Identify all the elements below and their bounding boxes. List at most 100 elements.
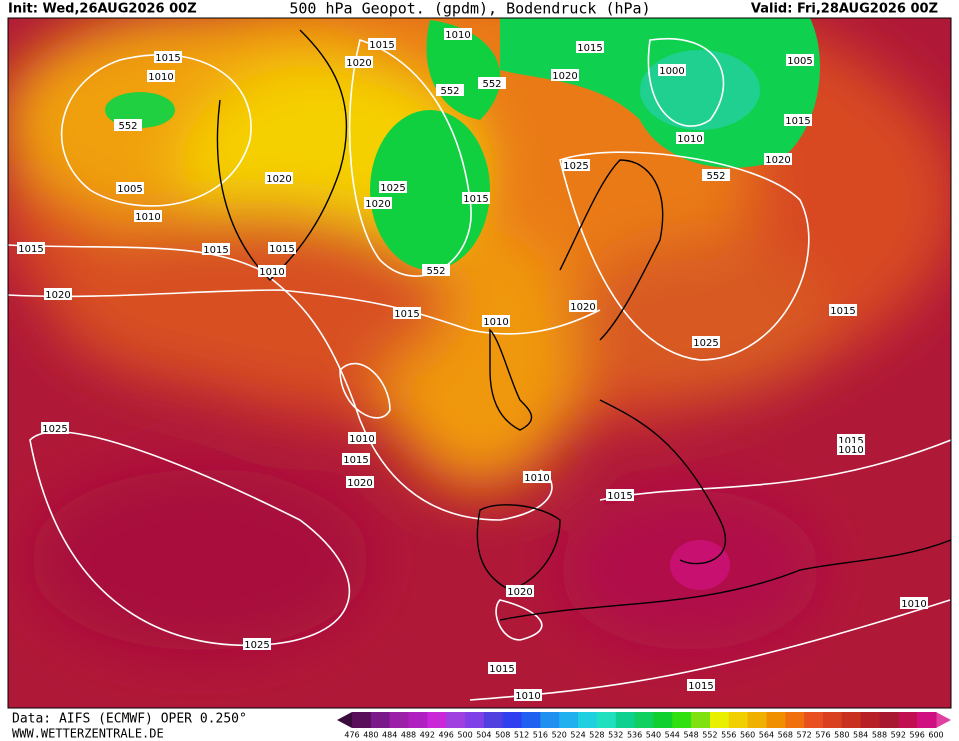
label-text: 552 — [426, 266, 445, 277]
label-text: 1015 — [785, 116, 810, 127]
colorbar-swatch — [822, 712, 843, 728]
label-text: 552 — [440, 86, 459, 97]
colorbar-swatch — [370, 712, 391, 728]
label-box — [687, 679, 715, 691]
coast — [216, 29, 348, 281]
label-box — [514, 689, 542, 701]
colorbar-swatch — [898, 712, 918, 728]
label-text: 1025 — [563, 161, 588, 172]
colorbar-label: 520 — [552, 731, 567, 740]
colorbar-label: 516 — [533, 731, 548, 740]
contour-label: 1015 — [268, 242, 296, 255]
colorbar-arrow — [337, 712, 352, 728]
colorbar-swatch — [521, 712, 541, 728]
label-box — [576, 41, 604, 53]
label-box — [422, 264, 450, 276]
label-text: 1025 — [244, 640, 269, 651]
isobars — [8, 37, 951, 701]
label-box — [154, 51, 182, 63]
label-box — [258, 265, 286, 277]
contour-label: 1020 — [265, 172, 293, 185]
colorbar-label: 508 — [495, 731, 510, 740]
label-text: 1010 — [259, 267, 284, 278]
colorbar-swatch — [728, 712, 749, 728]
colorbar-label: 544 — [665, 731, 680, 740]
label-text: 1025 — [693, 338, 718, 349]
colorbar-swatch — [540, 712, 560, 728]
colorbar-label: 512 — [514, 731, 529, 740]
label-text: 1015 — [463, 194, 488, 205]
colorbar-label: 536 — [627, 731, 642, 740]
label-text: 1010 — [524, 473, 549, 484]
colorbar-swatch — [709, 712, 730, 728]
contour-label: 1015 — [202, 243, 230, 256]
label-text: 1020 — [347, 478, 372, 489]
trough-core — [640, 50, 760, 130]
colorbar-label: 480 — [363, 731, 378, 740]
label-box — [676, 132, 704, 144]
label-box — [658, 64, 686, 76]
shade — [30, 470, 370, 650]
isobar — [559, 151, 810, 361]
contour-label: 1025 — [562, 159, 590, 172]
label-box — [444, 28, 472, 40]
label-box — [243, 638, 271, 650]
colorbar-swatch — [634, 712, 654, 728]
label-box — [364, 197, 392, 209]
label-text: 1025 — [380, 183, 405, 194]
ridge-core — [670, 540, 730, 590]
label-box — [829, 304, 857, 316]
colorbar-label: 500 — [457, 731, 472, 740]
label-box — [786, 54, 814, 66]
contour-label: 1020 — [346, 476, 374, 489]
label-text: 1015 — [343, 455, 368, 466]
label-text: 1020 — [365, 199, 390, 210]
colorbar-label: 584 — [853, 731, 868, 740]
colorbar-label: 488 — [401, 731, 416, 740]
label-box — [551, 69, 579, 81]
label-box — [562, 159, 590, 171]
colorbar-label: 492 — [420, 731, 435, 740]
colorbar-label: 556 — [721, 731, 736, 740]
colorbar-swatch — [672, 712, 692, 728]
label-text: 1005 — [787, 56, 812, 67]
contour-label: 1020 — [364, 197, 392, 210]
isobar — [60, 54, 252, 207]
contour-label: 1020 — [569, 300, 597, 313]
contour-label: 1020 — [506, 585, 534, 598]
label-text: 1010 — [838, 445, 863, 456]
contour-label: 1025 — [243, 638, 271, 651]
contour-label: 1025 — [692, 336, 720, 349]
coast — [489, 328, 533, 431]
label-text: 552 — [482, 79, 501, 90]
contour-label: 1010 — [258, 265, 286, 278]
label-text: 1015 — [269, 244, 294, 255]
label-box — [482, 315, 510, 327]
label-text: 1005 — [117, 184, 142, 195]
contour-label: 1015 — [154, 51, 182, 64]
colorbar-label: 484 — [382, 731, 397, 740]
colorbar-swatch — [427, 712, 447, 728]
colorbar-swatch — [879, 712, 899, 728]
colorbar-swatch — [352, 712, 372, 728]
colorbar-label: 576 — [815, 731, 830, 740]
colorbar-swatch — [691, 712, 711, 728]
coastlines — [216, 29, 951, 621]
label-box — [523, 471, 551, 483]
colorbar-swatch — [860, 712, 880, 728]
label-box — [784, 114, 812, 126]
colorbar-swatch — [766, 712, 786, 728]
isobar — [495, 599, 543, 641]
colorbar-swatch — [917, 712, 937, 728]
label-box — [764, 153, 792, 165]
contour-label: 1015 — [462, 192, 490, 205]
colorbar-label: 524 — [570, 731, 585, 740]
colorbar-label: 568 — [778, 731, 793, 740]
colorbar-label: 572 — [796, 731, 811, 740]
label-text: 1015 — [203, 245, 228, 256]
colorbar: 476 480 484 488 492 496 500 504 508 512 516 520 524 5… — [337, 712, 951, 740]
label-text: 1000 — [659, 66, 684, 77]
colorbar-label: 548 — [683, 731, 698, 740]
